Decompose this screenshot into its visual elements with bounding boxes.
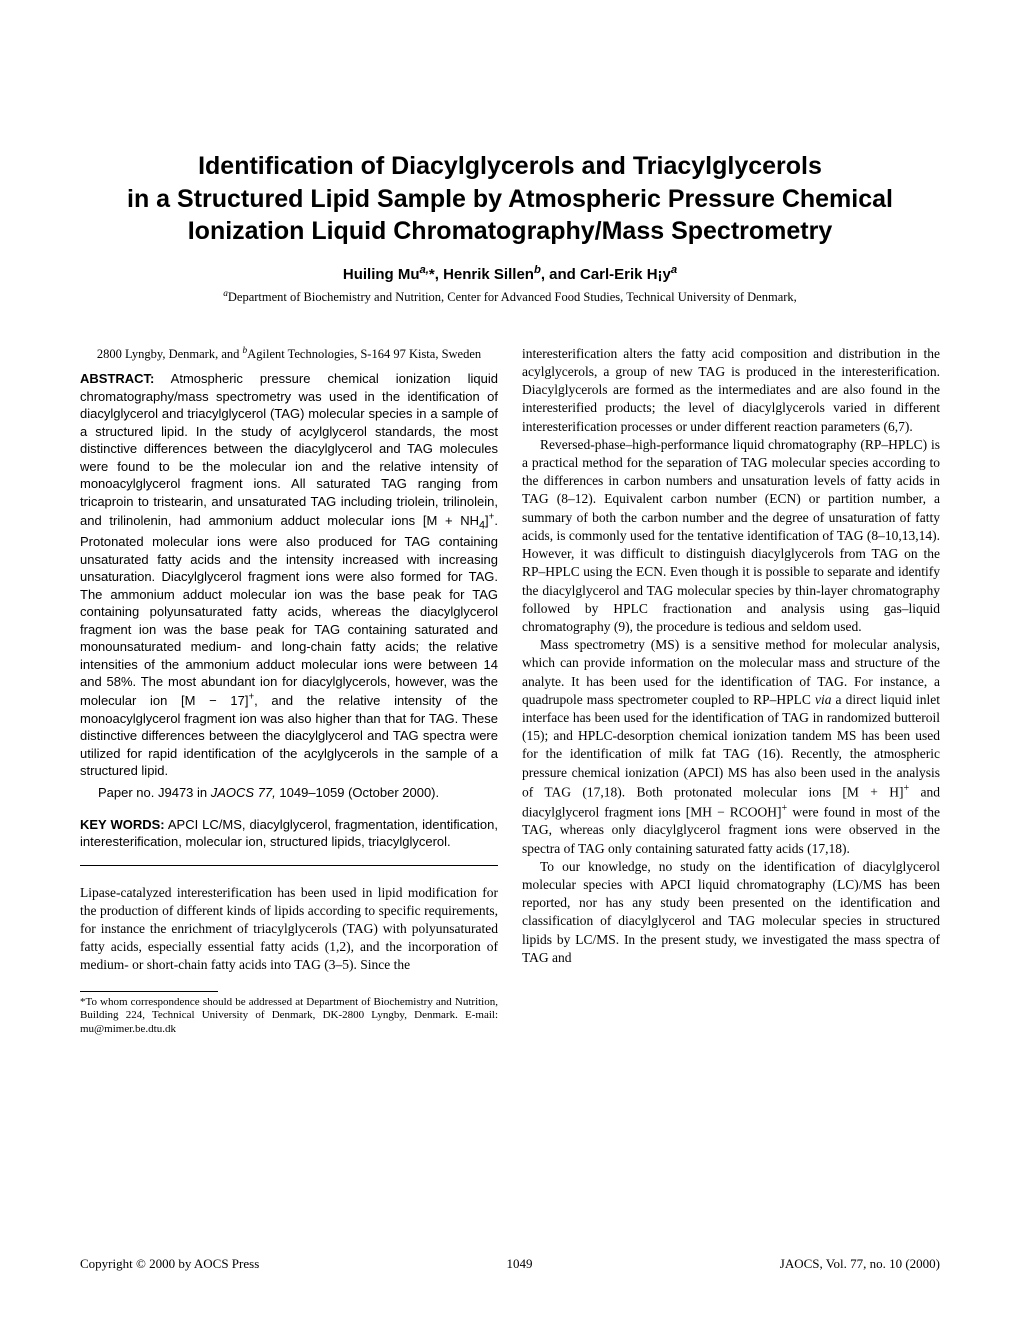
two-column-body: 2800 Lyngby, Denmark, and bAgilent Techn… <box>80 345 940 1037</box>
paper-number: Paper no. J9473 in JAOCS 77, 1049–1059 (… <box>80 784 498 802</box>
right-paragraph-1: interesterification alters the fatty aci… <box>522 345 940 436</box>
authors-line: Huiling Mua,*, Henrik Sillenb, and Carl-… <box>80 264 940 283</box>
title-line-3: Ionization Liquid Chromatography/Mass Sp… <box>80 215 940 248</box>
footnote-separator <box>80 991 218 992</box>
keywords-label: KEY WORDS: <box>80 817 165 832</box>
footer-copyright: Copyright © 2000 by AOCS Press <box>80 1256 259 1272</box>
paper-title: Identification of Diacylglycerols and Tr… <box>80 150 940 248</box>
intro-paragraph: Lipase-catalyzed interesterification has… <box>80 884 498 975</box>
right-paragraph-3: Mass spectrometry (MS) is a sensitive me… <box>522 636 940 858</box>
abstract-label: ABSTRACT: <box>80 371 154 386</box>
abstract-block: ABSTRACT: Atmospheric pressure chemical … <box>80 370 498 780</box>
title-line-2: in a Structured Lipid Sample by Atmosphe… <box>80 183 940 216</box>
corresponding-author-footnote: *To whom correspondence should be addres… <box>80 996 498 1037</box>
right-paragraph-2: Reversed-phase–high-performance liquid c… <box>522 436 940 636</box>
abstract-text: Atmospheric pressure chemical ionization… <box>80 371 498 778</box>
title-line-1: Identification of Diacylglycerols and Tr… <box>80 150 940 183</box>
left-column: 2800 Lyngby, Denmark, and bAgilent Techn… <box>80 345 498 1037</box>
page-footer: Copyright © 2000 by AOCS Press 1049 JAOC… <box>80 1256 940 1272</box>
footer-journal-ref: JAOCS, Vol. 77, no. 10 (2000) <box>780 1256 940 1272</box>
right-column: interesterification alters the fatty aci… <box>522 345 940 1037</box>
affiliation-sub: 2800 Lyngby, Denmark, and bAgilent Techn… <box>80 345 498 362</box>
footer-page-number: 1049 <box>507 1256 533 1272</box>
affiliation-main: aDepartment of Biochemistry and Nutritio… <box>80 289 940 305</box>
right-paragraph-4: To our knowledge, no study on the identi… <box>522 858 940 967</box>
abstract-divider <box>80 865 498 866</box>
keywords-block: KEY WORDS: APCI LC/MS, diacylglycerol, f… <box>80 816 498 851</box>
